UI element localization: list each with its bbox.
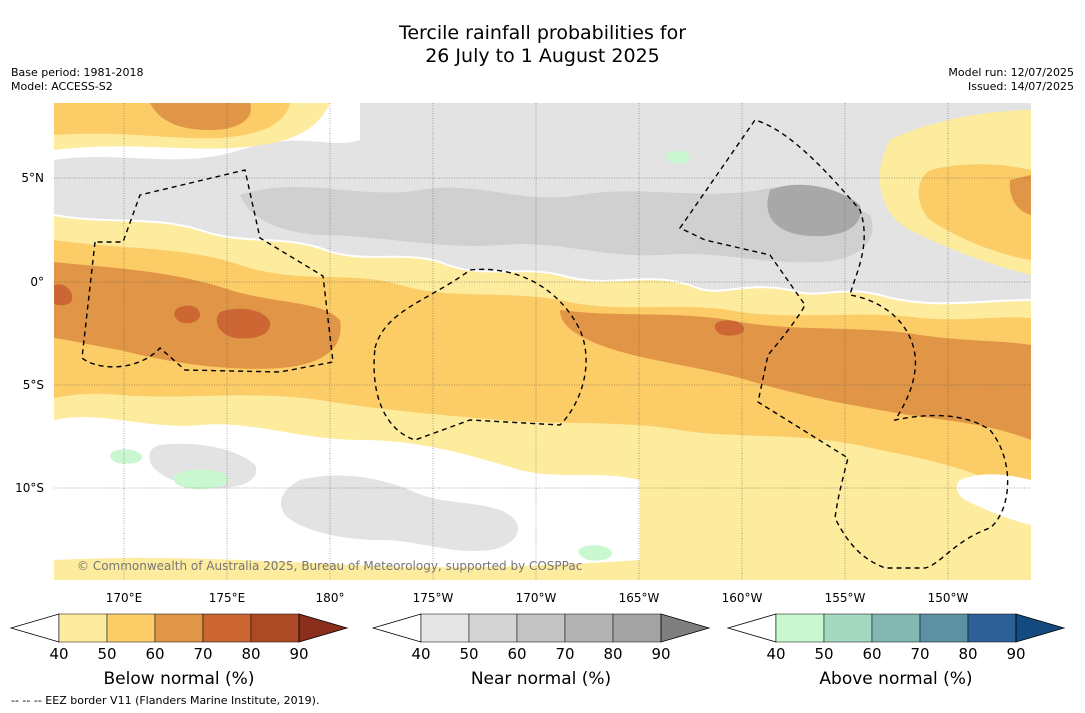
above-normal-40-patch-3 bbox=[578, 545, 613, 561]
near-colorbar-tick: 90 bbox=[651, 645, 670, 663]
near-colorbar-label: Near normal (%) bbox=[471, 669, 611, 689]
model-run: Model run: 12/07/2025 bbox=[948, 66, 1074, 79]
near-colorbar-tick: 70 bbox=[555, 645, 574, 663]
above-colorbar-tick: 50 bbox=[814, 645, 833, 663]
meta-right: Model run: 12/07/2025 Issued: 14/07/2025 bbox=[948, 66, 1074, 94]
near-normal-40-south bbox=[280, 475, 519, 552]
lat-label-0: 0° bbox=[30, 275, 44, 289]
below-colorbar-tick: 60 bbox=[145, 645, 164, 663]
above-colorbar-tick: 90 bbox=[1006, 645, 1025, 663]
below-colorbar-tick: 50 bbox=[97, 645, 116, 663]
above-colorbar-tick: 70 bbox=[910, 645, 929, 663]
below-colorbar-segment bbox=[250, 613, 300, 643]
below-normal-70-patch-1 bbox=[216, 308, 271, 339]
model-name: Model: ACCESS-S2 bbox=[11, 80, 113, 93]
title-line-1: Tercile rainfall probabilities for bbox=[398, 22, 687, 44]
near-colorbar-tick: 60 bbox=[507, 645, 526, 663]
below-normal-60-central bbox=[560, 310, 1031, 440]
near-colorbar-segment bbox=[612, 613, 662, 643]
above-normal-40-patch-2 bbox=[110, 449, 143, 464]
below-colorbar-tick: 40 bbox=[49, 645, 68, 663]
above-colorbar-segment bbox=[871, 613, 921, 643]
below-colorbar-min-arrow bbox=[9, 613, 60, 643]
above-normal-40-patch-4 bbox=[665, 150, 690, 164]
below-colorbar-segment bbox=[106, 613, 156, 643]
above-colorbar-min-arrow bbox=[726, 613, 777, 643]
above-colorbar-segment bbox=[919, 613, 969, 643]
meta-left: Base period: 1981-2018 Model: ACCESS-S2 bbox=[11, 66, 143, 94]
below-colorbar-label: Below normal (%) bbox=[104, 669, 255, 689]
lat-label-5s: 5°S bbox=[23, 378, 44, 392]
tercile-boundary bbox=[54, 214, 1031, 305]
lat-label-5n: 5°N bbox=[21, 171, 44, 185]
near-colorbar-segment bbox=[420, 613, 470, 643]
map-title: Tercile rainfall probabilities for 26 Ju… bbox=[0, 22, 1085, 68]
near-colorbar-tick: 80 bbox=[603, 645, 622, 663]
issued-date: Issued: 14/07/2025 bbox=[967, 80, 1074, 93]
colorbar-near-normal: 40 50 60 70 80 90 Near normal (%) bbox=[371, 613, 711, 689]
eez-borders bbox=[81, 119, 1009, 569]
lon-label-175w: 175°W bbox=[413, 591, 454, 605]
lon-label-170e: 170°E bbox=[106, 591, 143, 605]
near-colorbar-tick: 40 bbox=[411, 645, 430, 663]
above-colorbar-tick: 60 bbox=[862, 645, 881, 663]
near-colorbar-max-arrow bbox=[660, 613, 711, 643]
near-colorbar-segment bbox=[468, 613, 518, 643]
below-colorbar-segment bbox=[154, 613, 204, 643]
eez-footnote: -- -- -- EEZ border V11 (Flanders Marine… bbox=[11, 694, 320, 707]
below-colorbar-tick: 90 bbox=[289, 645, 308, 663]
no-signal-southeast bbox=[956, 474, 1031, 525]
below-normal-70-patch-4 bbox=[54, 284, 73, 306]
gridlines bbox=[54, 103, 1031, 580]
above-colorbar-segment bbox=[967, 613, 1017, 643]
below-normal-50-northeast bbox=[918, 164, 1031, 260]
below-normal-40-southwest-strip bbox=[54, 557, 640, 580]
near-colorbar-min-arrow bbox=[371, 613, 422, 643]
lon-label-165w: 165°W bbox=[619, 591, 660, 605]
above-colorbar-tick: 40 bbox=[766, 645, 785, 663]
title-line-2: 26 July to 1 August 2025 bbox=[425, 45, 660, 67]
lon-label-170w: 170°W bbox=[516, 591, 557, 605]
below-colorbar-segment bbox=[58, 613, 108, 643]
near-normal-60-region bbox=[767, 184, 861, 237]
colorbar-above-normal: 40 50 60 70 80 90 Above normal (%) bbox=[726, 613, 1066, 689]
lon-label-150w: 150°W bbox=[928, 591, 969, 605]
base-period: Base period: 1981-2018 bbox=[11, 66, 144, 79]
below-normal-70-patch-3 bbox=[714, 320, 745, 336]
near-normal-50-region bbox=[240, 186, 873, 263]
lat-label-10s: 10°S bbox=[15, 481, 44, 495]
below-colorbar-tick: 80 bbox=[241, 645, 260, 663]
below-colorbar-tick: 70 bbox=[193, 645, 212, 663]
copyright-notice: © Commonwealth of Australia 2025, Bureau… bbox=[77, 559, 582, 573]
above-normal-40-patch-1 bbox=[173, 469, 229, 490]
below-normal-70-patch-2 bbox=[174, 305, 200, 324]
above-colorbar-max-arrow bbox=[1015, 613, 1066, 643]
lon-label-155w: 155°W bbox=[825, 591, 866, 605]
lon-label-160w: 160°W bbox=[722, 591, 763, 605]
near-colorbar-segment bbox=[564, 613, 614, 643]
lon-label-180: 180° bbox=[316, 591, 345, 605]
below-normal-60-northeast bbox=[1009, 175, 1031, 215]
colorbar-below-normal: 40 50 60 70 80 90 Below normal (%) bbox=[9, 613, 349, 689]
below-colorbar-segment bbox=[202, 613, 252, 643]
map-field: © Commonwealth of Australia 2025, Bureau… bbox=[54, 103, 1031, 580]
above-colorbar-label: Above normal (%) bbox=[819, 669, 972, 689]
below-colorbar-max-arrow bbox=[298, 613, 349, 643]
above-colorbar-segment bbox=[823, 613, 873, 643]
above-colorbar-tick: 80 bbox=[958, 645, 977, 663]
near-colorbar-tick: 50 bbox=[459, 645, 478, 663]
below-normal-60-north bbox=[150, 103, 251, 130]
near-colorbar-segment bbox=[516, 613, 566, 643]
above-colorbar-segment bbox=[775, 613, 825, 643]
lon-label-175e: 175°E bbox=[209, 591, 246, 605]
